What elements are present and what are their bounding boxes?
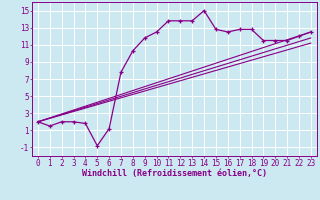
X-axis label: Windchill (Refroidissement éolien,°C): Windchill (Refroidissement éolien,°C)	[82, 169, 267, 178]
